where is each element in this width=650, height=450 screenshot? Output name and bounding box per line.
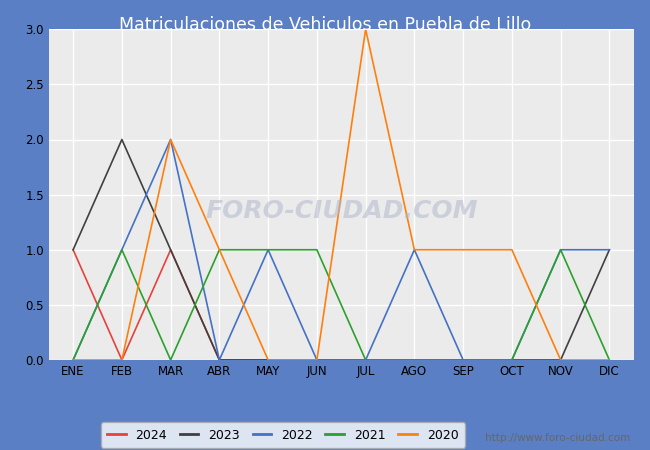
2023 xyxy=(411,357,419,363)
2023 xyxy=(459,357,467,363)
2021 xyxy=(118,247,126,252)
2024 xyxy=(69,247,77,252)
2022 xyxy=(411,247,419,252)
2022 xyxy=(118,247,126,252)
2023 xyxy=(606,247,614,252)
2022 xyxy=(166,137,174,142)
2021 xyxy=(459,357,467,363)
2020 xyxy=(216,247,224,252)
2023 xyxy=(556,357,564,363)
2023 xyxy=(264,357,272,363)
2024 xyxy=(166,247,174,252)
2021 xyxy=(216,247,224,252)
Line: 2020: 2020 xyxy=(73,29,610,360)
2020 xyxy=(411,247,419,252)
2020 xyxy=(556,357,564,363)
2020 xyxy=(606,357,614,363)
2021 xyxy=(313,247,321,252)
2023 xyxy=(118,137,126,142)
Line: 2023: 2023 xyxy=(73,140,610,360)
2020 xyxy=(361,27,369,32)
2024 xyxy=(264,357,272,363)
Line: 2024: 2024 xyxy=(73,250,268,360)
2024 xyxy=(118,357,126,363)
2023 xyxy=(69,247,77,252)
2020 xyxy=(118,357,126,363)
2023 xyxy=(166,247,174,252)
2022 xyxy=(361,357,369,363)
2023 xyxy=(216,357,224,363)
2020 xyxy=(313,357,321,363)
2022 xyxy=(216,357,224,363)
2021 xyxy=(606,357,614,363)
2021 xyxy=(508,357,516,363)
2020 xyxy=(264,357,272,363)
2022 xyxy=(313,357,321,363)
Line: 2022: 2022 xyxy=(73,140,610,360)
2023 xyxy=(508,357,516,363)
2021 xyxy=(264,247,272,252)
2022 xyxy=(264,247,272,252)
Text: http://www.foro-ciudad.com: http://www.foro-ciudad.com xyxy=(486,433,630,443)
2020 xyxy=(166,137,174,142)
Line: 2021: 2021 xyxy=(73,250,610,360)
2022 xyxy=(459,357,467,363)
Text: Matriculaciones de Vehiculos en Puebla de Lillo: Matriculaciones de Vehiculos en Puebla d… xyxy=(119,16,531,34)
2020 xyxy=(69,357,77,363)
2021 xyxy=(361,357,369,363)
2021 xyxy=(166,357,174,363)
2023 xyxy=(361,357,369,363)
2022 xyxy=(606,247,614,252)
2023 xyxy=(313,357,321,363)
Legend: 2024, 2023, 2022, 2021, 2020: 2024, 2023, 2022, 2021, 2020 xyxy=(101,423,465,448)
2020 xyxy=(508,247,516,252)
2022 xyxy=(556,247,564,252)
2021 xyxy=(411,357,419,363)
2022 xyxy=(508,357,516,363)
Text: FORO-CIUDAD.COM: FORO-CIUDAD.COM xyxy=(205,199,478,223)
2020 xyxy=(459,247,467,252)
2022 xyxy=(69,357,77,363)
2021 xyxy=(556,247,564,252)
2021 xyxy=(69,357,77,363)
2024 xyxy=(216,357,224,363)
